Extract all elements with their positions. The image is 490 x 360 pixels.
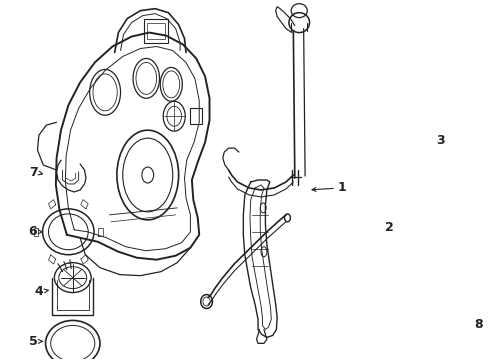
Bar [147, 23, 165, 39]
Text: 3: 3 [436, 134, 445, 147]
Text: 1: 1 [338, 181, 346, 194]
Text: 8: 8 [474, 318, 483, 331]
Text: 7: 7 [29, 166, 37, 179]
Bar [191, 108, 202, 124]
Bar [144, 19, 168, 42]
Text: 4: 4 [35, 285, 43, 298]
Text: 2: 2 [385, 221, 393, 234]
Text: 5: 5 [29, 335, 37, 348]
Text: 6: 6 [29, 225, 37, 238]
